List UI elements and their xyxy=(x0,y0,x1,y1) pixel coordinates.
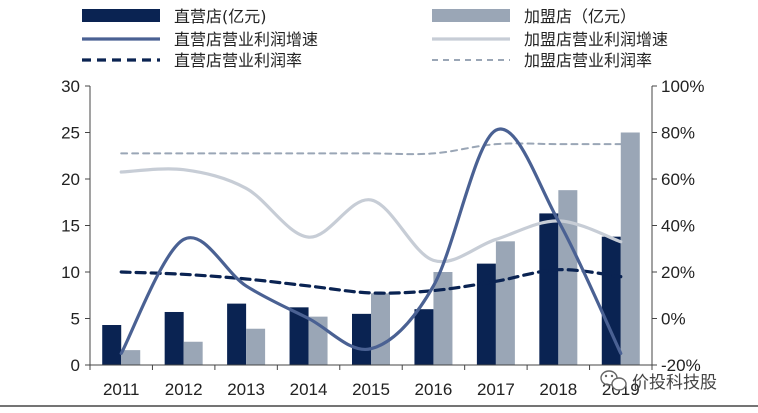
left-tick-label-0: 0 xyxy=(71,356,80,375)
x-tick-label-2018: 2018 xyxy=(539,380,577,399)
line-series-0 xyxy=(119,127,623,355)
left-tick-label-30: 30 xyxy=(61,77,80,96)
left-tick-label-20: 20 xyxy=(61,170,80,189)
right-tick-label-6: 100% xyxy=(661,77,704,96)
right-tick-label-4: 60% xyxy=(661,170,695,189)
bar-1-2018 xyxy=(558,190,578,365)
x-tick-label-2014: 2014 xyxy=(290,380,328,399)
line-series-3 xyxy=(120,142,622,156)
bar-1-2013 xyxy=(246,328,266,365)
watermark: 价投科技股 xyxy=(600,370,717,393)
line-series-1 xyxy=(119,167,623,264)
bar-1-2015 xyxy=(371,293,390,365)
x-tick-label-2016: 2016 xyxy=(415,380,453,399)
right-tick-label-2: 20% xyxy=(661,263,695,282)
x-tick-label-2017: 2017 xyxy=(477,380,515,399)
left-tick-label-25: 25 xyxy=(61,124,80,143)
right-tick-label-1: 0% xyxy=(661,310,686,329)
x-tick-label-2011: 2011 xyxy=(103,380,140,399)
bar-0-2016 xyxy=(414,309,434,365)
bar-1-2011 xyxy=(121,350,141,365)
bar-1-2016 xyxy=(433,272,453,365)
right-tick-label-5: 80% xyxy=(661,124,695,143)
line-series-2 xyxy=(119,268,623,295)
legend-label-4: 直营店营业利润率 xyxy=(174,51,302,70)
legend-label-3: 加盟店营业利润增速 xyxy=(524,30,668,49)
legend-label-5: 加盟店营业利润率 xyxy=(524,51,652,70)
bar-0-2019 xyxy=(601,236,621,365)
wechat-icon xyxy=(600,370,627,391)
x-tick-label-2012: 2012 xyxy=(165,380,203,399)
right-tick-label-3: 40% xyxy=(661,217,695,236)
x-tick-label-2015: 2015 xyxy=(352,380,390,399)
legend: 直营店(亿元) 加盟店（亿元） 直营店营业利润增速 加盟店营业利润增速直营店营业利润率… xyxy=(82,7,668,70)
axes: 0 5 10 15 20 25 30 -20% 0% 20% 40% 60% 80% 100% 2011 20… xyxy=(0,77,758,407)
x-tick-label-2013: 2013 xyxy=(227,380,265,399)
bar-0-2015 xyxy=(352,313,371,365)
legend-label-1: 加盟店（亿元） xyxy=(524,7,636,26)
bar-0-2017 xyxy=(476,263,496,365)
bar-0-2012 xyxy=(164,311,184,365)
bars xyxy=(102,132,640,365)
bar-1-2019 xyxy=(620,132,640,365)
bar-0-2013 xyxy=(227,303,247,365)
left-tick-label-15: 15 xyxy=(61,217,80,236)
bar-1-2012 xyxy=(183,341,203,365)
bar-0-2011 xyxy=(102,325,122,365)
left-tick-label-5: 5 xyxy=(71,310,80,329)
bar-0-2018 xyxy=(539,213,559,365)
bar-1-2017 xyxy=(495,241,515,365)
legend-label-0: 直营店(亿元) xyxy=(174,7,267,26)
legend-swatch-0 xyxy=(82,9,160,22)
right-tick-label-0: -20% xyxy=(661,356,701,375)
watermark-text: 价投科技股 xyxy=(632,373,717,393)
legend-label-2: 直营店营业利润增速 xyxy=(174,30,318,49)
bar-0-2014 xyxy=(289,307,309,365)
legend-swatch-1 xyxy=(432,9,510,22)
left-tick-label-10: 10 xyxy=(61,263,80,282)
lines xyxy=(119,127,623,355)
